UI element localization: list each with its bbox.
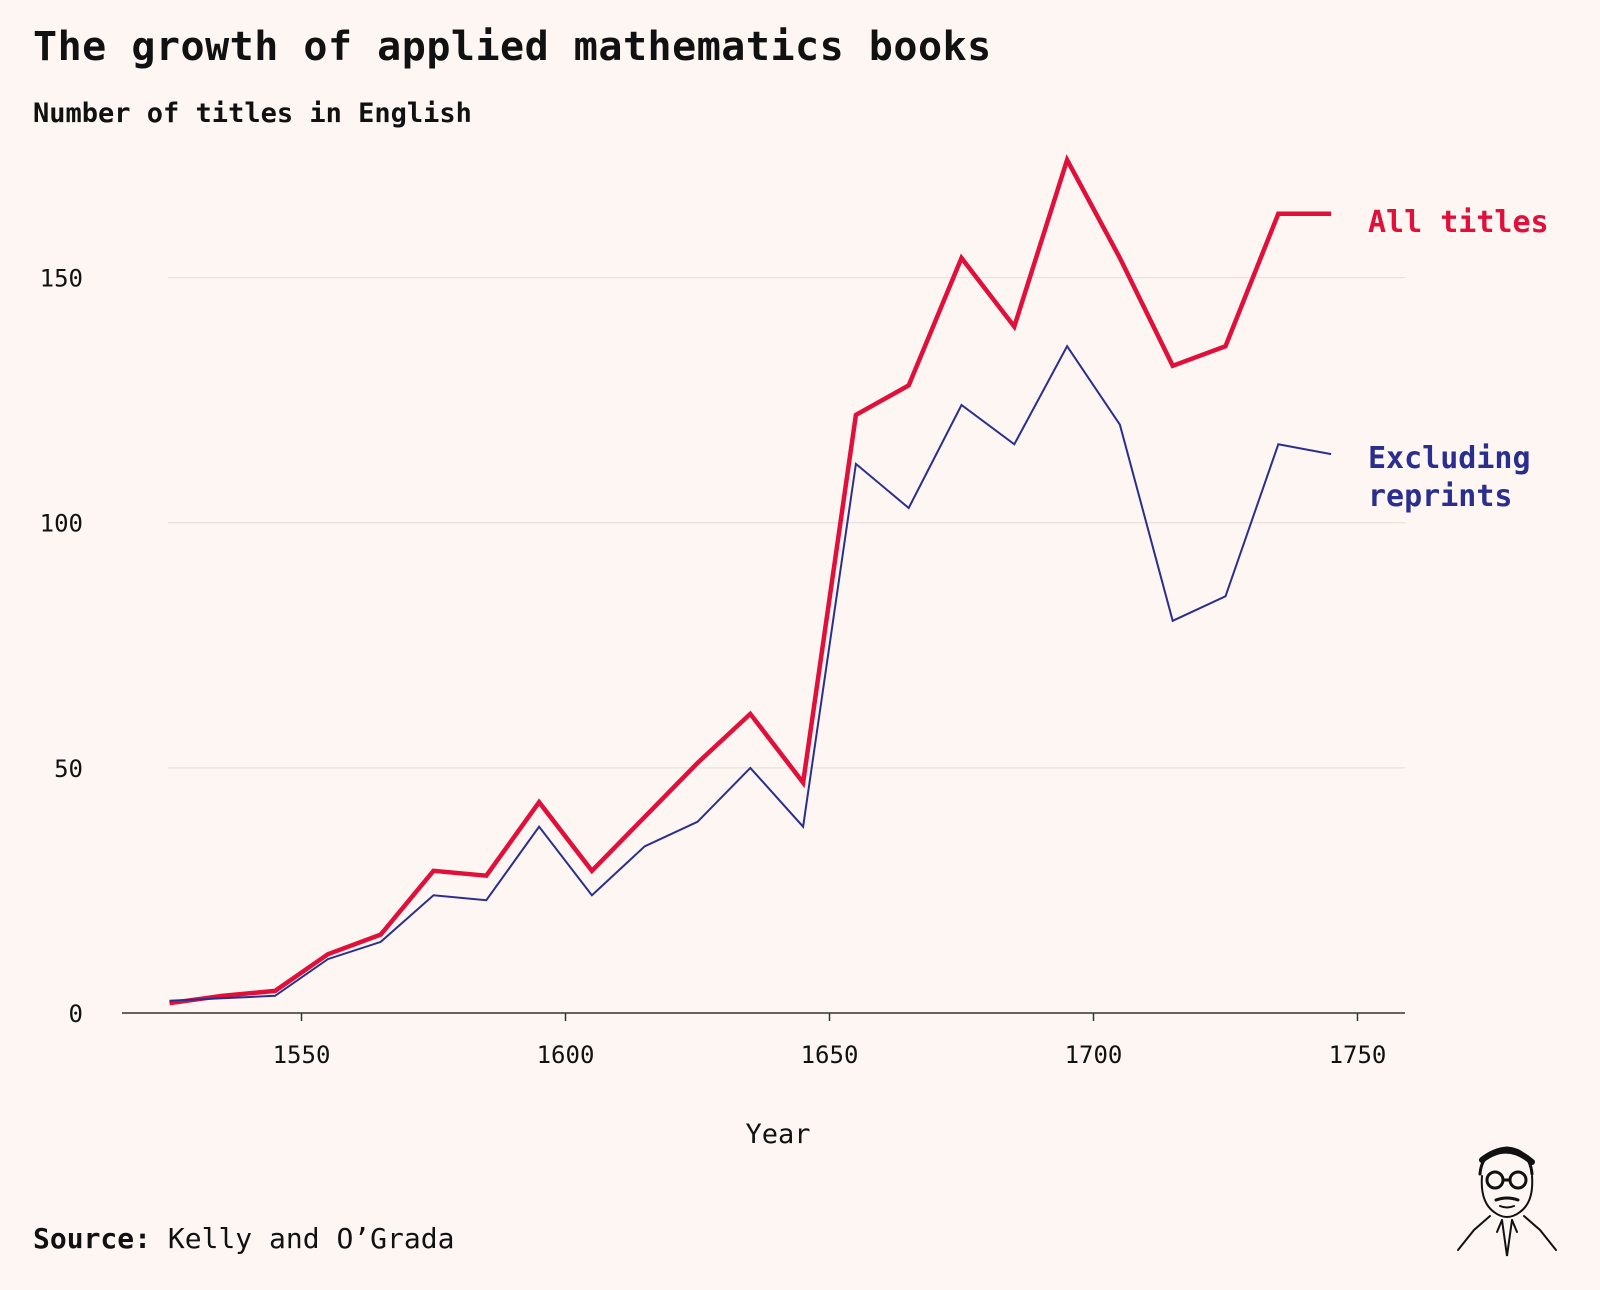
series-lines — [169, 154, 1332, 1006]
series-line-all-titles — [169, 154, 1332, 1006]
x-axis-title: Year — [745, 1119, 810, 1150]
x-tick-label: 1650 — [801, 1041, 859, 1069]
chart-title: The growth of applied mathematics books — [33, 24, 992, 70]
series-line-excluding-reprints — [169, 344, 1332, 1002]
series-label-all-titles: All titles — [1368, 205, 1549, 240]
x-tick-label: 1600 — [537, 1041, 595, 1069]
x-axis: 1550 1600 1650 1700 1750 — [122, 1012, 1405, 1069]
y-axis-ticks: 0 50 100 150 — [40, 265, 83, 1028]
y-tick-label: 50 — [54, 755, 83, 783]
chart-subtitle: Number of titles in English — [33, 98, 472, 129]
x-tick-label: 1550 — [273, 1041, 331, 1069]
gridlines — [168, 277, 1405, 769]
source-text: Kelly and O’Grada — [167, 1222, 455, 1255]
y-tick-label: 150 — [40, 265, 83, 293]
x-tick-label: 1700 — [1065, 1041, 1123, 1069]
source-label: Source: — [33, 1222, 152, 1255]
x-tick-label: 1750 — [1329, 1041, 1387, 1069]
y-tick-label: 100 — [40, 510, 83, 538]
series-label-excluding-reprints: reprints — [1368, 479, 1513, 514]
series-label-excluding-reprints: Excluding — [1368, 441, 1531, 476]
source-note: Source: Kelly and O’Grada — [33, 1222, 454, 1255]
y-tick-label: 0 — [69, 1000, 83, 1028]
caricature-logo-icon — [1457, 1146, 1557, 1257]
